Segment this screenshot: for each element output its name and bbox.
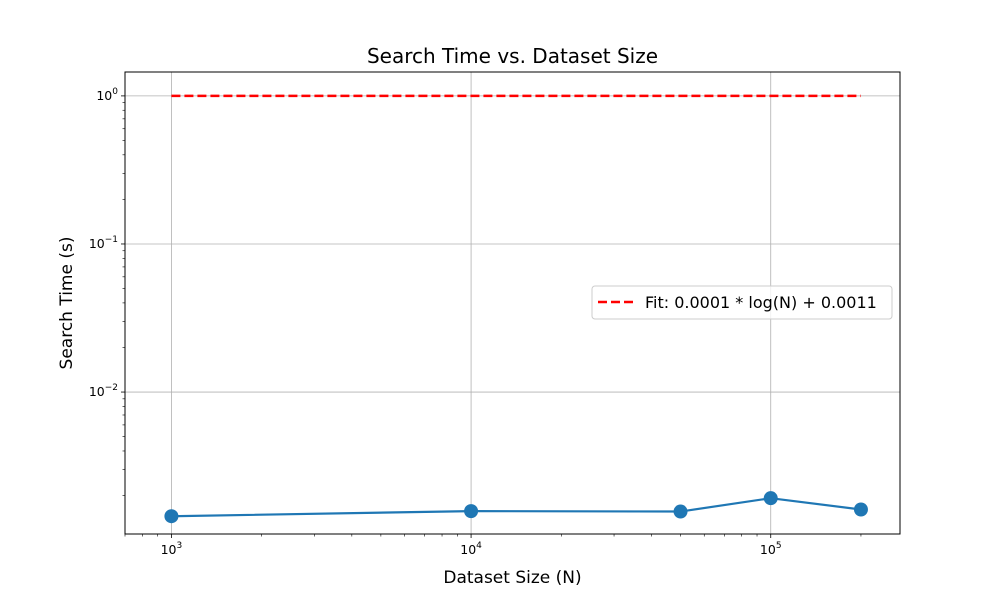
data-point [673, 504, 688, 519]
y-axis-label: Search Time (s) [57, 237, 77, 370]
x-tick-label: 105 [760, 541, 782, 557]
data-point [763, 491, 778, 506]
x-tick-label: 104 [460, 541, 482, 557]
y-tick-label: 10−1 [89, 235, 118, 251]
legend-frame [591, 285, 893, 320]
y-tick-label: 100 [96, 87, 118, 103]
legend: Fit: 0.0001 * log(N) + 0.0011 [591, 285, 893, 320]
data-point [853, 502, 868, 517]
series-layer [164, 94, 868, 524]
major-ticks [121, 95, 772, 538]
x-axis-label: Dataset Size (N) [443, 568, 581, 588]
chart-title: Search Time vs. Dataset Size [367, 44, 658, 68]
x-tick-label: 103 [161, 541, 183, 557]
y-tick-label: 10−2 [89, 383, 118, 399]
plot-frame [124, 71, 901, 535]
legend-label-fit: Fit: 0.0001 * log(N) + 0.0011 [645, 293, 877, 312]
data-point [164, 509, 179, 524]
data-point [464, 504, 479, 519]
